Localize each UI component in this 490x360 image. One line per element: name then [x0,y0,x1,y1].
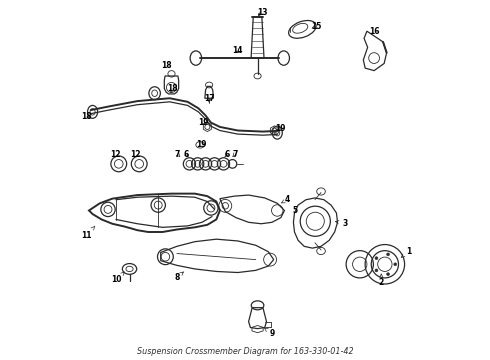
Text: 6: 6 [224,150,230,159]
Circle shape [375,269,378,272]
Circle shape [394,263,397,266]
Text: 2: 2 [379,274,384,287]
Text: Suspension Crossmember Diagram for 163-330-01-42: Suspension Crossmember Diagram for 163-3… [137,347,353,356]
Text: 9: 9 [264,328,274,338]
Text: 7: 7 [175,150,180,159]
Circle shape [375,257,378,260]
Text: 1: 1 [401,247,412,257]
Text: 17: 17 [204,94,215,103]
Text: 18: 18 [167,84,178,93]
Text: 6: 6 [183,150,189,159]
Circle shape [387,253,390,256]
Text: 13: 13 [257,8,268,17]
Text: 3: 3 [336,219,347,228]
Text: 4: 4 [281,195,290,204]
Text: 19: 19 [196,140,206,149]
Text: 7: 7 [232,150,238,159]
Text: 19: 19 [275,123,285,132]
Text: 19: 19 [198,118,209,127]
Circle shape [387,273,390,276]
Text: 15: 15 [311,22,321,31]
Text: 5: 5 [293,206,298,215]
Text: 12: 12 [130,150,141,159]
Text: 12: 12 [110,150,121,159]
Text: 18: 18 [81,112,92,121]
Text: 16: 16 [369,27,380,36]
Text: 11: 11 [81,226,95,240]
Text: 10: 10 [111,272,124,284]
Text: 8: 8 [174,272,183,282]
Text: 14: 14 [232,46,243,55]
Text: 18: 18 [162,62,172,71]
